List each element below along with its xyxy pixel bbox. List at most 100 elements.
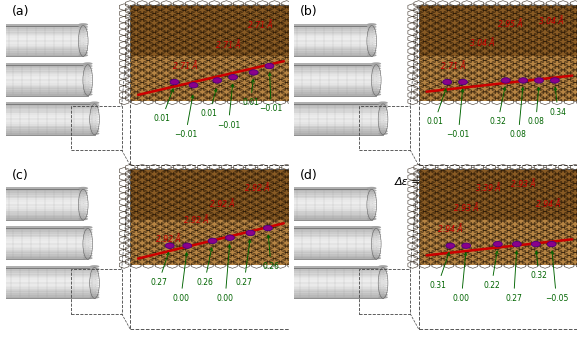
Circle shape <box>183 243 192 248</box>
Bar <box>268 207 372 209</box>
Bar <box>0 191 83 193</box>
Bar <box>279 123 383 125</box>
Bar <box>272 252 376 254</box>
Bar <box>0 234 88 236</box>
Text: 0.27: 0.27 <box>505 251 522 303</box>
Bar <box>272 253 376 255</box>
Bar <box>0 296 95 298</box>
Bar <box>272 83 376 85</box>
Bar <box>0 125 95 128</box>
Ellipse shape <box>78 206 88 208</box>
Bar <box>268 26 372 56</box>
Bar <box>0 47 83 49</box>
Bar <box>0 40 83 42</box>
Ellipse shape <box>83 238 92 240</box>
Ellipse shape <box>263 30 272 33</box>
Ellipse shape <box>267 257 277 260</box>
Bar <box>268 31 372 33</box>
Bar <box>0 187 83 189</box>
Ellipse shape <box>274 125 284 128</box>
Text: 2.71 Å: 2.71 Å <box>248 21 272 30</box>
Circle shape <box>550 78 559 83</box>
Ellipse shape <box>378 289 388 292</box>
Ellipse shape <box>263 28 272 31</box>
Ellipse shape <box>372 245 381 248</box>
Bar <box>268 204 372 206</box>
Bar <box>279 273 383 275</box>
Bar <box>419 169 577 329</box>
Bar <box>0 111 95 113</box>
Bar <box>0 25 83 27</box>
Text: −0.05: −0.05 <box>545 251 568 303</box>
Bar <box>272 70 376 72</box>
Bar <box>419 169 577 265</box>
Bar <box>0 237 88 239</box>
Bar <box>0 216 83 218</box>
Bar <box>272 85 376 87</box>
Text: 0.01: 0.01 <box>201 89 218 118</box>
Bar <box>0 33 83 35</box>
Ellipse shape <box>267 79 277 81</box>
Ellipse shape <box>263 208 272 211</box>
Ellipse shape <box>274 116 284 118</box>
Ellipse shape <box>378 116 388 118</box>
Ellipse shape <box>367 38 377 40</box>
Ellipse shape <box>372 254 381 257</box>
Ellipse shape <box>83 65 92 68</box>
Ellipse shape <box>372 74 381 77</box>
Ellipse shape <box>83 233 92 236</box>
Bar <box>268 49 372 51</box>
Bar <box>0 248 88 250</box>
Ellipse shape <box>378 130 388 133</box>
Bar <box>0 27 83 29</box>
Bar <box>0 72 88 74</box>
Ellipse shape <box>274 130 284 133</box>
Text: (d): (d) <box>300 169 318 182</box>
Text: 0.31: 0.31 <box>429 252 449 290</box>
Ellipse shape <box>78 218 88 220</box>
Bar <box>279 111 383 113</box>
Bar <box>268 205 372 207</box>
Ellipse shape <box>367 44 377 47</box>
Bar <box>0 68 88 70</box>
Circle shape <box>547 241 556 247</box>
Ellipse shape <box>89 282 99 284</box>
Bar <box>268 194 372 196</box>
Text: 0.27: 0.27 <box>236 240 253 287</box>
Bar <box>272 234 376 236</box>
Ellipse shape <box>263 194 272 197</box>
Bar <box>268 196 372 198</box>
Bar <box>268 202 372 204</box>
Bar <box>279 278 383 280</box>
Circle shape <box>166 243 174 248</box>
Bar <box>0 115 95 117</box>
Ellipse shape <box>83 88 92 91</box>
Bar <box>272 79 376 81</box>
Bar <box>279 127 383 129</box>
Bar <box>0 31 83 33</box>
Bar <box>0 243 88 245</box>
Bar <box>0 204 83 206</box>
Ellipse shape <box>263 44 272 47</box>
Bar <box>268 211 372 213</box>
Bar <box>279 280 383 282</box>
Ellipse shape <box>367 203 377 206</box>
Ellipse shape <box>372 228 381 231</box>
Ellipse shape <box>263 49 272 52</box>
Ellipse shape <box>372 72 381 74</box>
Bar <box>0 200 83 202</box>
Bar <box>272 235 376 237</box>
Text: 0.00: 0.00 <box>173 253 189 303</box>
Ellipse shape <box>372 231 381 234</box>
Ellipse shape <box>372 76 381 79</box>
Ellipse shape <box>274 118 284 121</box>
Ellipse shape <box>367 208 377 211</box>
Ellipse shape <box>367 192 377 194</box>
Ellipse shape <box>267 93 277 96</box>
Text: 2.71 Å: 2.71 Å <box>441 61 466 71</box>
Ellipse shape <box>263 206 272 208</box>
Bar <box>268 216 372 218</box>
Ellipse shape <box>274 132 284 135</box>
Ellipse shape <box>89 272 99 275</box>
Ellipse shape <box>267 238 277 240</box>
